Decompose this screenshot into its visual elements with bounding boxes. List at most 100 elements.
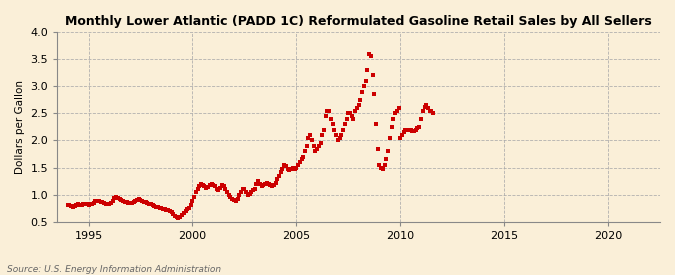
Point: [144, 202, 155, 206]
Point: [151, 204, 161, 209]
Point: [393, 106, 404, 110]
Point: [140, 200, 151, 204]
Point: [392, 108, 402, 113]
Point: [362, 68, 373, 72]
Point: [282, 166, 293, 171]
Point: [186, 203, 196, 208]
Point: [126, 200, 137, 205]
Point: [409, 128, 420, 133]
Point: [358, 84, 369, 88]
Point: [369, 92, 379, 97]
Point: [64, 203, 75, 208]
Point: [249, 187, 260, 191]
Point: [338, 127, 348, 132]
Point: [236, 190, 246, 194]
Point: [213, 188, 224, 192]
Point: [253, 179, 264, 183]
Point: [423, 106, 433, 110]
Point: [395, 136, 406, 140]
Point: [325, 117, 336, 121]
Point: [182, 207, 192, 211]
Point: [419, 104, 430, 109]
Point: [175, 215, 186, 219]
Point: [407, 128, 418, 133]
Point: [385, 136, 396, 140]
Point: [116, 198, 127, 202]
Point: [221, 190, 232, 194]
Point: [230, 199, 241, 203]
Point: [303, 136, 314, 140]
Point: [209, 184, 220, 189]
Text: Source: U.S. Energy Information Administration: Source: U.S. Energy Information Administ…: [7, 265, 221, 274]
Point: [281, 164, 292, 169]
Point: [94, 199, 105, 203]
Point: [107, 199, 118, 203]
Point: [168, 211, 179, 216]
Point: [83, 203, 94, 208]
Point: [118, 199, 129, 203]
Point: [352, 106, 362, 110]
Point: [62, 203, 73, 208]
Point: [389, 111, 400, 116]
Point: [301, 144, 312, 148]
Point: [156, 206, 167, 210]
Point: [101, 202, 111, 207]
Point: [319, 127, 329, 132]
Point: [308, 144, 319, 148]
Point: [238, 187, 248, 191]
Point: [336, 133, 347, 137]
Point: [402, 127, 412, 132]
Point: [66, 204, 77, 208]
Point: [381, 157, 392, 162]
Point: [288, 165, 298, 170]
Point: [296, 157, 307, 162]
Point: [138, 199, 149, 204]
Point: [292, 163, 303, 167]
Point: [178, 211, 189, 215]
Point: [371, 122, 381, 126]
Point: [270, 180, 281, 185]
Point: [149, 204, 160, 208]
Point: [379, 163, 390, 167]
Point: [263, 182, 274, 186]
Point: [355, 98, 366, 102]
Point: [324, 108, 335, 113]
Point: [265, 183, 276, 187]
Point: [171, 215, 182, 219]
Point: [277, 166, 288, 171]
Point: [388, 117, 399, 121]
Point: [273, 174, 284, 178]
Point: [201, 186, 212, 190]
Point: [373, 146, 383, 151]
Point: [383, 149, 394, 153]
Point: [80, 202, 90, 206]
Point: [312, 146, 323, 151]
Point: [190, 190, 201, 194]
Point: [227, 197, 238, 201]
Point: [248, 188, 259, 192]
Point: [86, 202, 97, 206]
Point: [428, 111, 439, 116]
Point: [229, 198, 240, 202]
Point: [119, 199, 130, 204]
Point: [348, 117, 359, 121]
Point: [315, 141, 326, 145]
Point: [254, 182, 265, 186]
Point: [123, 200, 134, 205]
Point: [400, 127, 411, 132]
Point: [165, 209, 176, 213]
Point: [404, 127, 414, 132]
Point: [305, 133, 316, 137]
Point: [95, 199, 106, 204]
Point: [412, 126, 423, 131]
Point: [192, 187, 203, 191]
Point: [425, 108, 435, 113]
Point: [322, 108, 333, 113]
Point: [260, 182, 271, 186]
Point: [290, 166, 300, 171]
Point: [104, 202, 115, 207]
Point: [111, 195, 122, 200]
Point: [421, 103, 431, 107]
Point: [184, 205, 194, 210]
Point: [132, 198, 142, 202]
